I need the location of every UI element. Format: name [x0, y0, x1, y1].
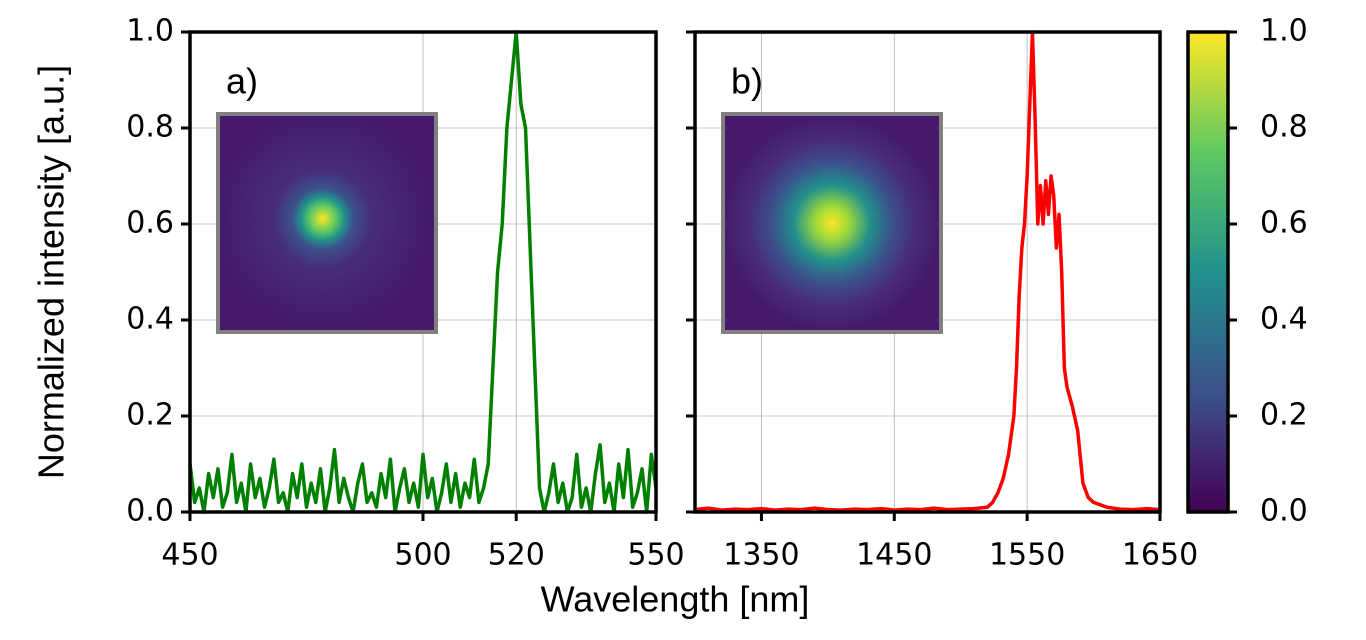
spectrum-line [188, 30, 658, 514]
y-axis-label: Normalized intensity [a.u.] [31, 65, 72, 479]
x-tick-label: 1650 [1122, 538, 1198, 573]
axes-frame [188, 30, 658, 514]
inset-image-a [216, 112, 438, 334]
y-tick-label: 0.0 [126, 494, 174, 529]
colorbar-tick-label: 0.0 [1260, 494, 1308, 529]
colorbar-tick-label: 0.4 [1260, 302, 1308, 337]
x-tick-label: 1550 [989, 538, 1065, 573]
y-tick-label: 0.2 [126, 398, 174, 433]
x-tick-label: 1450 [856, 538, 932, 573]
colorbar [1186, 30, 1230, 514]
panel-label: b) [731, 61, 763, 102]
x-tick-label: 550 [627, 538, 684, 573]
colorbar-tick-label: 0.2 [1260, 398, 1308, 433]
spectrum-line [694, 30, 1161, 512]
y-tick-label: 0.6 [126, 206, 174, 241]
y-tick-label: 0.4 [126, 302, 174, 337]
colorbar-tick-label: 0.6 [1260, 206, 1308, 241]
colorbar-tick-label: 0.8 [1260, 110, 1308, 145]
colorbar-tick-label: 1.0 [1260, 14, 1308, 49]
y-tick-label: 1.0 [126, 14, 174, 49]
x-tick-label: 500 [394, 538, 451, 573]
plots: 0.0 0.2 0.4 0.6 0.8 1.0 450 500 520 550 a) 1350 1450… [126, 14, 1307, 573]
x-tick-label: 450 [161, 538, 218, 573]
y-tick-label: 0.8 [126, 110, 174, 145]
inset-image-b [721, 112, 943, 334]
axes-frame [693, 30, 1162, 514]
x-axis-label: Wavelength [nm] [541, 579, 810, 620]
x-tick-label: 520 [488, 538, 545, 573]
panel-label: a) [226, 61, 258, 102]
x-tick-label: 1350 [723, 538, 799, 573]
